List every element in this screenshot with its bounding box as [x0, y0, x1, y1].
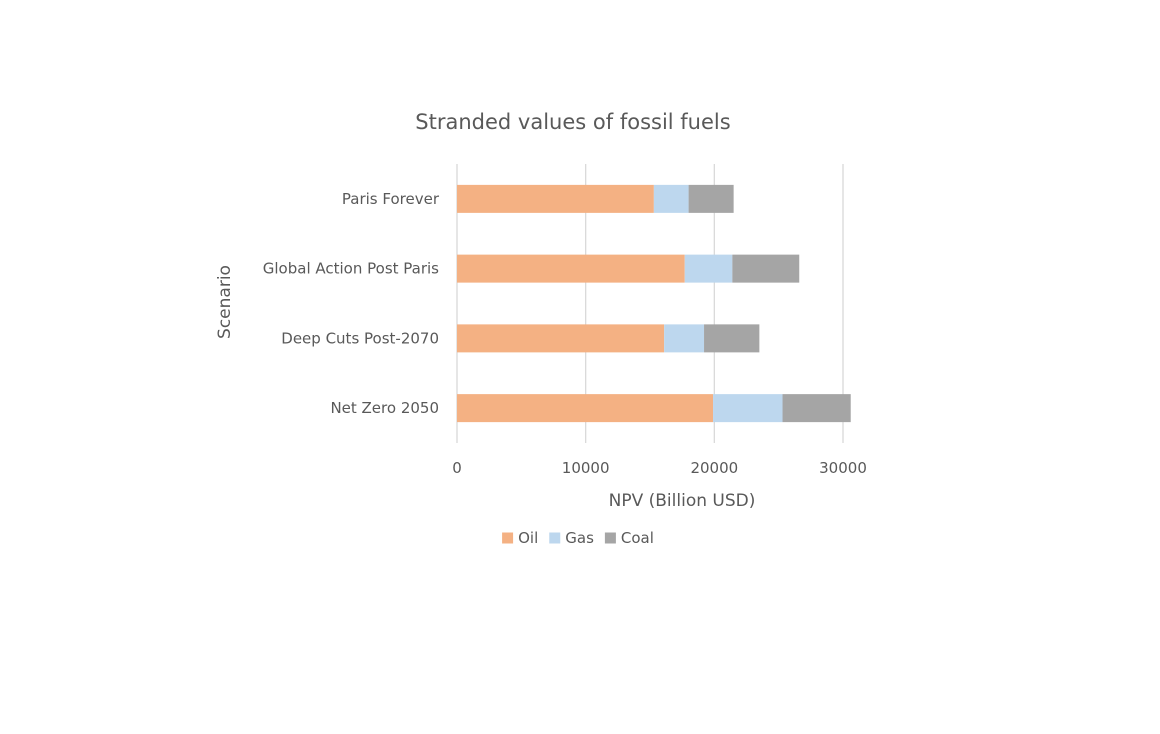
x-tick-label-3: 30000 [819, 459, 867, 477]
bar-oil-3 [457, 184, 654, 213]
y-axis-title: Scenario [215, 265, 235, 339]
x-tick-labels: 0 10000 20000 30000 [452, 459, 867, 477]
legend-swatch-gas [549, 532, 561, 544]
y-tick-label-1: Deep Cuts Post-2070 [281, 329, 439, 347]
x-axis-title: NPV (Billion USD) [609, 491, 756, 511]
x-tick-label-1: 10000 [562, 459, 610, 477]
bar-coal-1 [704, 324, 760, 353]
bar-coal-0 [782, 394, 851, 423]
legend-label-coal: Coal [621, 529, 654, 547]
legend-item-coal: Coal [604, 529, 654, 547]
bar-coal-2 [732, 254, 800, 283]
legend-swatch-coal [604, 532, 616, 544]
bar-gas-1 [664, 324, 705, 353]
x-tick-label-2: 20000 [690, 459, 738, 477]
bar-oil-0 [457, 394, 714, 423]
bars [457, 184, 851, 423]
legend-item-gas: Gas [549, 529, 594, 547]
legend-label-gas: Gas [565, 529, 594, 547]
x-tick-label-0: 0 [452, 459, 462, 477]
bar-gas-0 [713, 394, 783, 423]
legend-swatch-oil [502, 532, 514, 544]
bar-oil-1 [457, 324, 665, 353]
y-tick-label-3: Paris Forever [342, 190, 440, 208]
y-tick-labels: Net Zero 2050 Deep Cuts Post-2070 Global A… [263, 190, 440, 417]
legend-label-oil: Oil [518, 529, 538, 547]
bar-oil-2 [457, 254, 685, 283]
bar-gas-2 [684, 254, 733, 283]
y-tick-label-2: Global Action Post Paris [263, 260, 439, 278]
bar-gas-3 [653, 184, 689, 213]
chart-title: Stranded values of fossil fuels [415, 110, 730, 134]
legend-item-oil: Oil [502, 529, 538, 547]
legend: Oil Gas Coal [502, 529, 654, 547]
bar-coal-3 [688, 184, 734, 213]
y-tick-label-0: Net Zero 2050 [330, 399, 439, 417]
